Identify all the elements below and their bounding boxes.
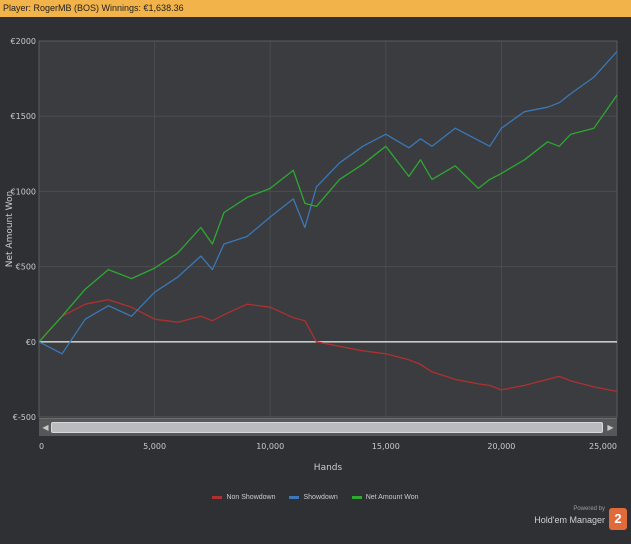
legend-swatch bbox=[351, 495, 362, 499]
series-line-net-amount-won bbox=[38, 94, 618, 343]
y-tick-label: €1500 bbox=[11, 112, 36, 121]
legend-item: Net Amount Won bbox=[351, 493, 419, 501]
legend-item: Showdown bbox=[289, 493, 338, 501]
y-tick-label: €0 bbox=[26, 338, 36, 347]
series bbox=[38, 51, 618, 393]
x-axis: 0 5,000 10,000 15,000 20,000 25,000 bbox=[39, 442, 617, 451]
x-tick-label: 10,000 bbox=[256, 442, 284, 451]
brand-name: Hold'em Manager bbox=[534, 515, 605, 525]
powered-by-label: Powered by bbox=[573, 506, 605, 512]
legend-label: Showdown bbox=[303, 493, 338, 501]
horizontal-scrollbar[interactable]: ◀ ▶ bbox=[39, 418, 617, 436]
legend-item: Non Showdown bbox=[212, 494, 275, 501]
x-tick-label: 5,000 bbox=[143, 442, 166, 451]
chart-title-bar: Player: RogerMB (BOS) Winnings: €1,638.3… bbox=[0, 0, 631, 17]
x-tick-label: 20,000 bbox=[487, 442, 515, 451]
brand-logo: Powered by Hold'em Manager 2 bbox=[507, 506, 627, 536]
series-line-showdown bbox=[38, 51, 618, 355]
legend-swatch bbox=[289, 495, 300, 499]
x-tick-label: 15,000 bbox=[372, 442, 400, 451]
plot-border bbox=[38, 40, 618, 418]
x-tick-label: 0 bbox=[39, 442, 44, 451]
scrollbar-thumb[interactable] bbox=[51, 422, 603, 433]
legend-label: Net Amount Won bbox=[365, 493, 419, 501]
plot-area bbox=[39, 41, 617, 417]
x-axis-label: Hands bbox=[314, 463, 343, 473]
y-tick-label: €-500 bbox=[13, 413, 36, 422]
scroll-left-arrow-icon[interactable]: ◀ bbox=[42, 423, 49, 432]
window-title: Player: RogerMB (BOS) Winnings: €1,638.3… bbox=[3, 3, 184, 13]
winnings-chart: €-500 €0 €500 €1000 €1500 €2000 0 5,000 10,000 1… bbox=[5, 37, 618, 473]
series-line-non-showdown bbox=[38, 299, 618, 393]
chart-legend: Non Showdown Showdown Net Amount Won bbox=[0, 490, 631, 504]
y-tick-label: €2000 bbox=[11, 37, 36, 46]
scroll-right-arrow-icon[interactable]: ▶ bbox=[607, 423, 614, 432]
y-axis-label: Net Amount Won bbox=[5, 191, 15, 267]
y-tick-label: €1000 bbox=[11, 187, 36, 196]
x-tick-label: 25,000 bbox=[589, 442, 617, 451]
legend-swatch bbox=[212, 495, 223, 499]
legend-label: Non Showdown bbox=[226, 493, 276, 501]
y-axis: €-500 €0 €500 €1000 €1500 €2000 bbox=[11, 37, 36, 422]
hm2-logo-icon: 2 bbox=[609, 508, 627, 530]
y-tick-label: €500 bbox=[16, 263, 36, 272]
